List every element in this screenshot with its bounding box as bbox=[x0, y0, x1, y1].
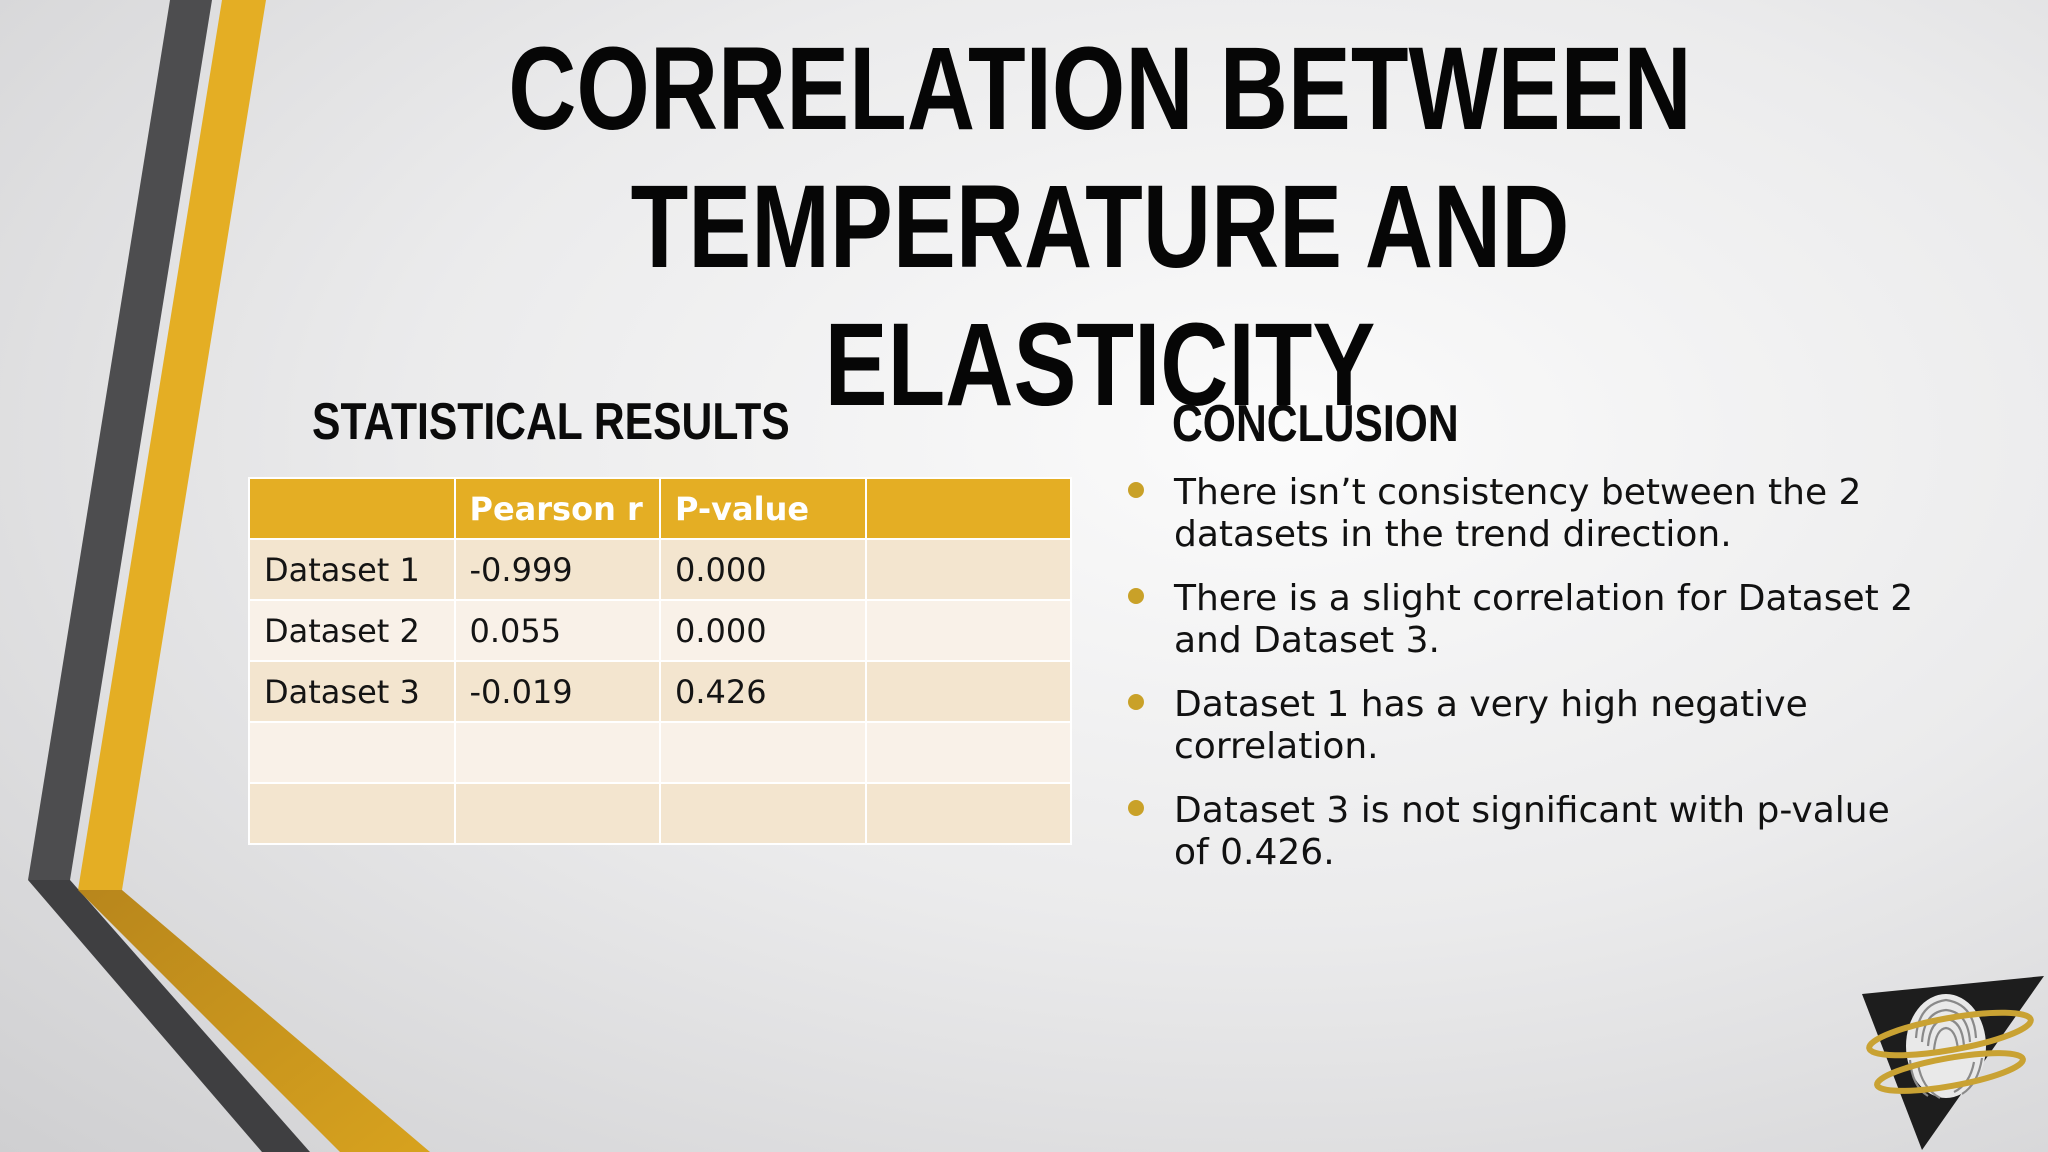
table-header-cell bbox=[248, 477, 456, 540]
conclusion-list: There isn’t consistency between the 2 da… bbox=[1128, 472, 1928, 896]
list-item: Dataset 3 is not significant with p-valu… bbox=[1128, 790, 1928, 874]
table-cell: Dataset 2 bbox=[248, 599, 456, 662]
bullet-icon bbox=[1128, 800, 1144, 816]
table-row bbox=[248, 721, 1072, 784]
list-item: Dataset 1 has a very high negative corre… bbox=[1128, 684, 1928, 768]
table-cell bbox=[864, 599, 1072, 662]
table-row bbox=[248, 782, 1072, 845]
bullet-icon bbox=[1128, 482, 1144, 498]
table-cell bbox=[864, 660, 1072, 723]
table-header-row: Pearson r P-value bbox=[248, 477, 1072, 540]
table-cell: 0.000 bbox=[659, 599, 867, 662]
bullet-text: Dataset 1 has a very high negative corre… bbox=[1174, 684, 1808, 767]
fingerprint-triangle-logo-icon bbox=[1862, 976, 2044, 1150]
table-cell: Dataset 3 bbox=[248, 660, 456, 723]
table-cell bbox=[864, 782, 1072, 845]
list-item: There is a slight correlation for Datase… bbox=[1128, 578, 1928, 662]
statistical-results-heading: STATISTICAL RESULTS bbox=[312, 393, 790, 451]
bullet-text: There is a slight correlation for Datase… bbox=[1174, 578, 1914, 661]
list-item: There isn’t consistency between the 2 da… bbox=[1128, 472, 1928, 556]
table-cell: Dataset 1 bbox=[248, 538, 456, 601]
conclusion-heading: CONCLUSION bbox=[1172, 395, 1459, 453]
bullet-icon bbox=[1128, 588, 1144, 604]
table-cell: -0.999 bbox=[453, 538, 661, 601]
table-cell: -0.019 bbox=[453, 660, 661, 723]
table-cell bbox=[453, 721, 661, 784]
table-row: Dataset 2 0.055 0.000 bbox=[248, 599, 1072, 662]
bullet-text: There isn’t consistency between the 2 da… bbox=[1174, 472, 1862, 555]
table-cell: 0.426 bbox=[659, 660, 867, 723]
table-header-cell bbox=[864, 477, 1072, 540]
table-row: Dataset 1 -0.999 0.000 bbox=[248, 538, 1072, 601]
statistics-table: Pearson r P-value Dataset 1 -0.999 0.000… bbox=[248, 477, 1072, 845]
bullet-text: Dataset 3 is not significant with p-valu… bbox=[1174, 790, 1890, 873]
table-cell bbox=[248, 721, 456, 784]
table-header-cell: P-value bbox=[659, 477, 867, 540]
table-cell bbox=[659, 782, 867, 845]
table-cell: 0.000 bbox=[659, 538, 867, 601]
table-cell bbox=[248, 782, 456, 845]
table-row: Dataset 3 -0.019 0.426 bbox=[248, 660, 1072, 723]
table-cell bbox=[864, 538, 1072, 601]
table-cell bbox=[453, 782, 661, 845]
table-cell bbox=[864, 721, 1072, 784]
table-cell: 0.055 bbox=[453, 599, 661, 662]
table-header-cell: Pearson r bbox=[453, 477, 661, 540]
bullet-icon bbox=[1128, 694, 1144, 710]
slide-title: CORRELATION BETWEEN TEMPERATURE AND ELAS… bbox=[508, 23, 1692, 431]
table-cell bbox=[659, 721, 867, 784]
